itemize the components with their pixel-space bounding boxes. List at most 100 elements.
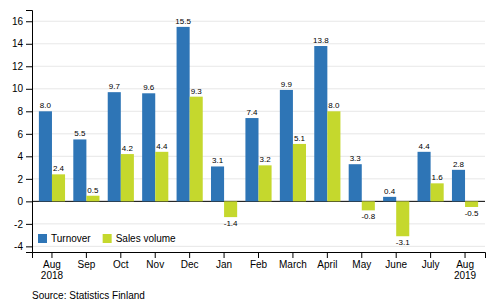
x-tick-mark [258,252,259,258]
y-tick-mark [26,156,32,157]
y-tick: -2 [14,219,32,230]
x-tick-label: March [279,259,307,270]
x-tick-mark [51,252,52,258]
grid-line [32,21,485,22]
bar [327,111,340,201]
data-label: -3.1 [396,238,410,247]
x-tick-mark [465,252,466,258]
bar [86,196,99,202]
bar [293,144,306,201]
x-tick-label: Feb [250,259,268,270]
bar [259,165,272,201]
grid [32,21,485,246]
y-tick-label: 2 [17,174,23,185]
data-label: 7.4 [246,108,258,117]
y-tick-mark [26,21,32,22]
source-note: Source: Statistics Finland [32,290,145,301]
x-tick: July [422,252,440,270]
y-axis-line [26,11,33,253]
data-label: 0.4 [384,187,396,196]
grid-line [32,111,485,112]
bar [418,152,431,202]
x-tick-mark [292,252,293,258]
legend: Turnover Sales volume [38,233,176,244]
data-label: 0.5 [87,186,99,195]
x-tick-mark [155,252,156,258]
x-tick-label: Oct [113,259,129,270]
legend-item: Turnover [38,233,91,244]
y-tick: 2 [17,174,32,185]
data-label: 3.1 [212,156,224,165]
x-tick: Dec [181,252,199,270]
x-tick: Aug2019 [454,252,477,281]
grid-line [32,246,485,247]
legend-item: Sales volume [103,233,176,244]
data-label: 3.2 [259,155,271,164]
y-tick-label: 12 [12,61,24,72]
series [39,27,465,201]
x-tick-label-line: Feb [250,259,268,270]
x-tick-mark [430,252,431,258]
bar [431,183,444,201]
bar [177,27,190,201]
bar [73,139,86,201]
x-tick-mark [396,252,397,258]
data-label: -0.5 [465,209,479,218]
bars [39,27,478,236]
x-tick-label-line: 2018 [41,270,64,281]
data-label: 2.8 [453,160,465,169]
x-tick: Oct [113,252,129,270]
x-tick-label: June [385,259,407,270]
grid-line [32,88,485,89]
data-label: 8.0 [40,101,52,110]
x-tick: April [317,252,337,270]
data-label: 9.9 [281,80,293,89]
bar [190,97,203,202]
x-tick: March [279,252,307,270]
y-tick-label: -4 [14,241,23,252]
bar [465,201,478,207]
x-tick: Aug2018 [41,252,64,281]
x-tick-mark [224,252,225,258]
x-tick-label: Nov [146,259,164,270]
y-tick-mark [26,134,32,135]
x-tick-label-line: May [352,259,371,270]
x-axis: Aug2018SepOctNovDecJanFebMarchAprilMayJu… [33,252,486,281]
data-label: 4.4 [156,142,168,151]
series [52,97,478,237]
bar [280,90,293,201]
x-tick-label-line: Aug [43,259,61,270]
x-tick-label: April [317,259,337,270]
x-tick-mark [189,252,190,258]
chart: 8.05.59.79.615.53.17.49.913.83.30.44.42.… [0,0,493,304]
grid-line [32,223,485,224]
y-tick: 16 [12,16,32,27]
y-tick-label: 6 [17,129,23,140]
bar [362,201,375,210]
y-tick-mark [26,44,32,45]
y-tick-label: 14 [12,38,24,49]
bar [396,201,409,236]
x-tick-label: May [352,259,371,270]
y-tick-mark [26,111,32,112]
data-label: 9.7 [109,82,121,91]
x-tick-label-line: Jan [216,259,232,270]
y-tick-mark [26,66,32,67]
bar [52,174,65,201]
bar [224,201,237,217]
y-tick-mark [26,224,32,225]
plot: 8.05.59.79.615.53.17.49.913.83.30.44.42.… [12,11,486,282]
x-tick: Nov [146,252,164,270]
data-label: 8.0 [328,101,340,110]
data-label: 3.3 [350,154,362,163]
x-tick-mark [120,252,121,258]
x-tick-label: July [422,259,440,270]
x-tick: May [352,252,371,270]
data-label: 9.3 [191,87,203,96]
data-label: 9.6 [143,83,155,92]
y-tick-label: -2 [14,219,23,230]
x-tick-mark [327,252,328,258]
bar [39,111,52,201]
x-tick-label: Aug2019 [454,259,477,281]
legend-swatch [103,234,112,243]
